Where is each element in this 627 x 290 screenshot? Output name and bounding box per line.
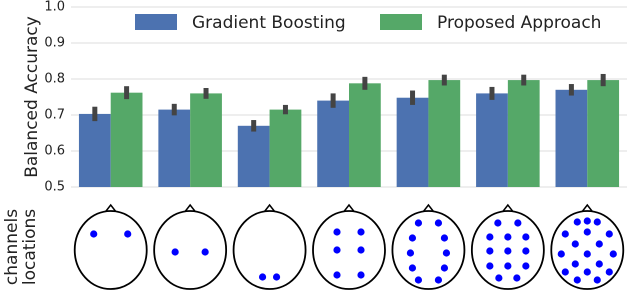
y-tick-label: 0.7	[44, 108, 65, 123]
channel-dot	[333, 228, 340, 235]
channel-dot	[90, 230, 97, 237]
bar	[397, 98, 429, 187]
chart: Balanced Accuracy channels locations 0.5…	[0, 0, 627, 290]
channel-dot	[558, 250, 565, 257]
channel-dot	[574, 218, 581, 225]
channel-dot	[572, 240, 579, 247]
channel-dot	[441, 234, 448, 241]
bar	[349, 83, 381, 187]
channel-dot	[273, 273, 280, 280]
y-tick-label: 0.5	[44, 180, 65, 195]
bar	[238, 126, 270, 187]
channel-dot	[357, 228, 364, 235]
legend-label: Proposed Approach	[437, 13, 601, 33]
channel-dot	[584, 268, 591, 275]
channel-dot	[594, 276, 601, 283]
head	[392, 211, 464, 289]
channel-dot	[606, 268, 613, 275]
channel-dot	[522, 262, 529, 269]
bar	[428, 80, 460, 187]
channel-dot	[596, 240, 603, 247]
channel-dot	[172, 248, 179, 255]
channel-dot	[514, 219, 521, 226]
legend-swatch	[380, 14, 422, 30]
channel-dot	[407, 249, 414, 256]
channel-dot	[574, 276, 581, 283]
bar	[158, 110, 190, 187]
y-axis-label: Balanced Accuracy	[22, 16, 42, 178]
channel-dot	[584, 228, 591, 235]
y-tick-label: 1.0	[44, 0, 65, 15]
channel-dot	[259, 273, 266, 280]
head	[234, 211, 306, 289]
channel-dot	[415, 219, 422, 226]
channel-dot	[435, 219, 442, 226]
channel-dot	[562, 230, 569, 237]
channel-dot	[441, 264, 448, 271]
y-tick-label: 0.6	[44, 144, 65, 159]
channel-dot	[504, 233, 511, 240]
channel-dot	[522, 233, 529, 240]
channel-dot	[409, 234, 416, 241]
channel-dot	[504, 262, 511, 269]
channel-dot	[435, 276, 442, 283]
channel-dot	[409, 264, 416, 271]
channel-dot	[522, 247, 529, 254]
channel-dot	[562, 268, 569, 275]
channel-dot	[594, 218, 601, 225]
bar	[79, 114, 111, 187]
channel-dot	[584, 250, 591, 257]
channel-dot	[124, 230, 131, 237]
legend-swatch	[135, 14, 177, 30]
channel-dot	[504, 247, 511, 254]
channel-dot	[443, 249, 450, 256]
y-tick-label: 0.9	[44, 36, 65, 51]
channel-dot	[495, 274, 502, 281]
channel-dot	[333, 271, 340, 278]
channel-dot	[584, 217, 591, 224]
channel-dot	[202, 248, 209, 255]
channel-dot	[610, 250, 617, 257]
legend-label: Gradient Boosting	[192, 13, 346, 33]
channel-dot	[596, 260, 603, 267]
channel-dot	[486, 247, 493, 254]
channel-dot	[513, 274, 520, 281]
channel-dot	[357, 246, 364, 253]
bar	[190, 93, 222, 187]
bar	[111, 93, 143, 187]
channel-dot	[606, 230, 613, 237]
channel-dot	[415, 276, 422, 283]
channel-dot	[333, 246, 340, 253]
bar	[270, 110, 302, 187]
channel-dot	[357, 271, 364, 278]
side-label: channels	[2, 209, 22, 285]
bar	[476, 93, 508, 187]
bar	[556, 90, 588, 187]
channel-dot	[572, 260, 579, 267]
bar	[587, 80, 619, 187]
bar	[317, 101, 349, 187]
channel-dot	[494, 219, 501, 226]
channel-dot	[486, 233, 493, 240]
side-label: locations	[20, 209, 40, 285]
head	[154, 211, 226, 289]
bar	[508, 80, 540, 187]
head	[75, 211, 147, 289]
y-tick-label: 0.8	[44, 72, 65, 87]
head	[313, 211, 385, 289]
channel-dot	[486, 262, 493, 269]
